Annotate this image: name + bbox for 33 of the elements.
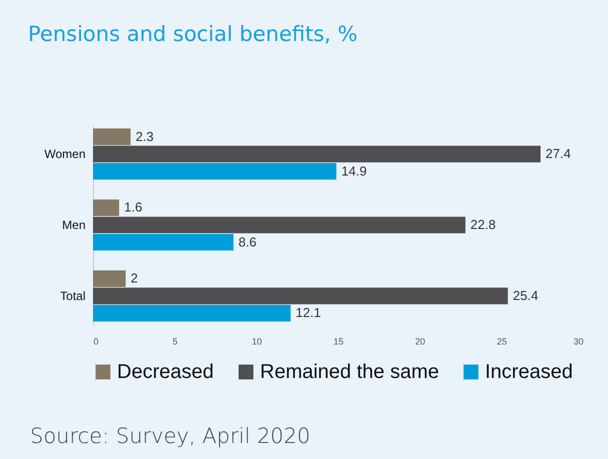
- x-tick-label: 0: [94, 336, 99, 346]
- legend-label: Remained the same: [260, 361, 439, 383]
- data-label: 1.6: [124, 200, 142, 215]
- data-label: 27.4: [546, 146, 571, 162]
- x-tick-label: 10: [252, 336, 262, 346]
- source-note: Source: Survey, April 2020: [30, 424, 310, 448]
- bar: [93, 234, 234, 251]
- x-tick-label: 20: [415, 336, 426, 346]
- data-label: 2: [130, 270, 138, 286]
- data-label: 14.9: [341, 163, 367, 178]
- y-tick-label: Women: [44, 147, 86, 162]
- bar: [93, 163, 336, 180]
- data-label: 2.3: [136, 128, 154, 144]
- y-tick-label: Total: [60, 288, 86, 303]
- bar: [93, 216, 466, 234]
- bar: [93, 199, 120, 216]
- bar: [93, 288, 508, 304]
- bar: [93, 128, 131, 146]
- legend-label: Increased: [485, 361, 573, 383]
- bar: [93, 270, 126, 287]
- data-label: 22.8: [470, 217, 496, 232]
- x-tick-label: 25: [496, 336, 507, 346]
- x-tick-label: 15: [333, 336, 344, 346]
- y-tick-label: Men: [62, 218, 86, 232]
- data-label: 25.4: [512, 288, 538, 303]
- bar: [93, 146, 541, 162]
- bar: [93, 304, 291, 322]
- chart-title: Pensions and social benefits, %: [28, 22, 358, 46]
- x-tick-label: 30: [573, 336, 584, 346]
- data-label: 12.1: [296, 305, 321, 320]
- legend-label: Decreased: [117, 361, 214, 383]
- data-label: 8.6: [238, 234, 257, 250]
- x-tick-label: 5: [172, 336, 178, 346]
